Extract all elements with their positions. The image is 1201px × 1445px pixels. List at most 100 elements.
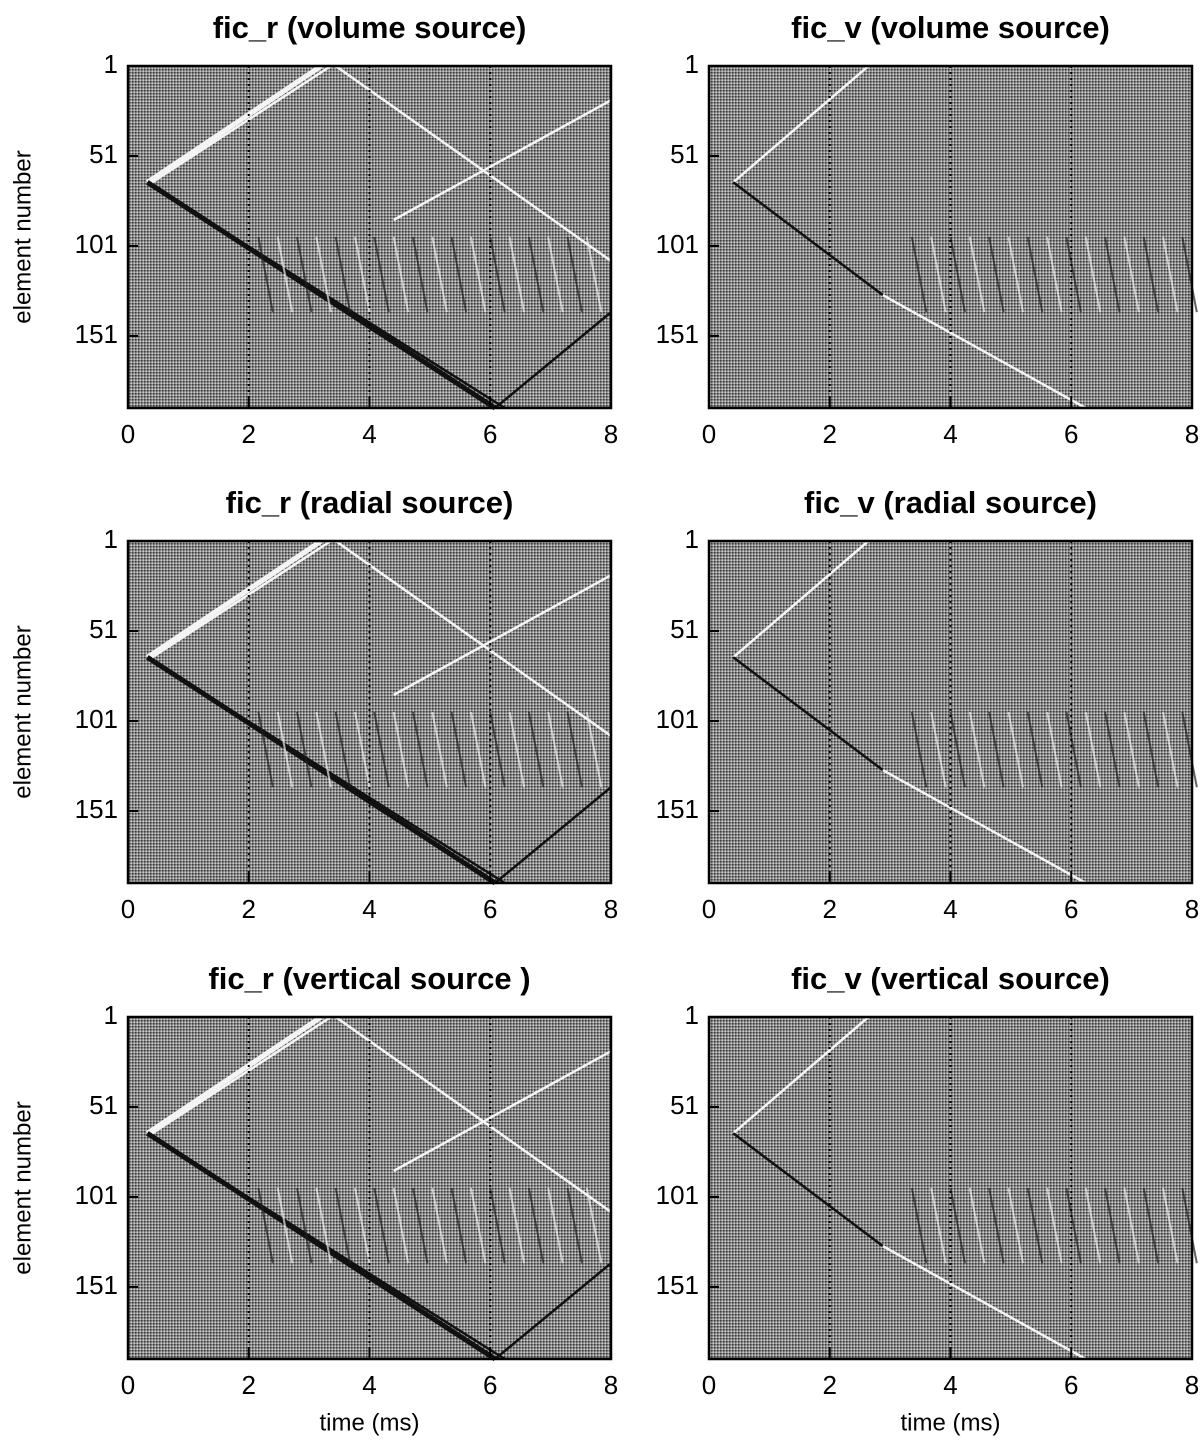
plot bbox=[709, 540, 1198, 885]
ripple bbox=[257, 236, 274, 313]
y-tick-label: 101 bbox=[656, 704, 699, 734]
x-tick-label: 4 bbox=[943, 419, 957, 449]
x-tick-label: 6 bbox=[1064, 1370, 1078, 1400]
x-tick-label: 4 bbox=[362, 894, 376, 924]
ripple bbox=[527, 236, 545, 313]
y-tick-label: 1 bbox=[104, 524, 118, 554]
x-tick-label: 0 bbox=[121, 419, 135, 449]
ripple bbox=[1026, 1187, 1044, 1264]
x-axis-label: time (ms) bbox=[320, 1409, 420, 1436]
ripple bbox=[392, 711, 410, 788]
y-tick-label: 151 bbox=[656, 319, 699, 349]
y-tick-label: 51 bbox=[670, 139, 699, 169]
ripple bbox=[910, 236, 928, 313]
ripple bbox=[1123, 236, 1140, 313]
y-axis-label: element number bbox=[9, 150, 36, 323]
y-tick-label: 1 bbox=[685, 524, 699, 554]
ripple bbox=[1123, 1187, 1140, 1264]
ripple bbox=[315, 236, 332, 313]
ripple bbox=[1142, 711, 1160, 788]
ripple bbox=[1065, 1187, 1082, 1264]
ripple bbox=[1065, 711, 1082, 788]
ripple bbox=[1104, 1187, 1121, 1264]
x-tick-label: 0 bbox=[702, 1370, 716, 1400]
ripple bbox=[949, 236, 966, 313]
plot-frame bbox=[126, 539, 613, 885]
wavefront bbox=[151, 539, 332, 659]
wavefront bbox=[882, 1245, 1087, 1361]
x-tick-label: 0 bbox=[121, 1370, 135, 1400]
x-tick-label: 8 bbox=[1185, 1370, 1199, 1400]
ripple bbox=[276, 236, 294, 313]
x-tick-label: 8 bbox=[1185, 419, 1199, 449]
ripple bbox=[373, 711, 390, 788]
x-tick-label: 2 bbox=[242, 1370, 256, 1400]
x-tick-label: 8 bbox=[1185, 894, 1199, 924]
ripple bbox=[431, 236, 448, 313]
ripple bbox=[508, 711, 526, 788]
x-tick-label: 2 bbox=[242, 894, 256, 924]
ripple bbox=[508, 236, 526, 313]
ripple bbox=[450, 236, 468, 313]
ripple bbox=[489, 1187, 506, 1264]
x-tick-label: 2 bbox=[823, 419, 837, 449]
y-tick-label: 101 bbox=[75, 229, 118, 259]
x-tick-label: 0 bbox=[702, 419, 716, 449]
y-tick-label: 151 bbox=[75, 794, 118, 824]
ripple bbox=[450, 711, 468, 788]
wavefront bbox=[494, 1262, 612, 1360]
ripple bbox=[1046, 711, 1063, 788]
wavefront bbox=[732, 540, 870, 659]
ripple bbox=[296, 711, 313, 788]
wavefront bbox=[151, 64, 332, 184]
x-tick-label: 8 bbox=[604, 894, 618, 924]
x-tick-label: 0 bbox=[702, 894, 716, 924]
ripple bbox=[1046, 236, 1063, 313]
ripple bbox=[1162, 236, 1179, 313]
wavefront bbox=[393, 574, 612, 696]
plot-frame bbox=[126, 1015, 613, 1361]
ripple bbox=[585, 1187, 603, 1264]
ripple bbox=[1046, 1187, 1063, 1264]
ripple bbox=[930, 236, 947, 313]
x-tick-label: 6 bbox=[1064, 894, 1078, 924]
ripple bbox=[1084, 711, 1102, 788]
chart-title: fic_r (vertical source ) bbox=[208, 961, 530, 996]
wavefront bbox=[334, 64, 612, 262]
image-area bbox=[128, 1017, 611, 1359]
ripple bbox=[354, 1187, 371, 1264]
plot-frame bbox=[126, 64, 613, 410]
ripple bbox=[1026, 711, 1044, 788]
wavefront bbox=[882, 294, 1087, 410]
ripple bbox=[334, 1187, 352, 1264]
ripple bbox=[469, 711, 487, 788]
wavefront bbox=[145, 63, 323, 185]
wavefront bbox=[145, 1014, 323, 1136]
ripple bbox=[910, 711, 928, 788]
ripple bbox=[411, 236, 429, 313]
ripple bbox=[547, 1187, 564, 1264]
x-tick-label: 4 bbox=[943, 894, 957, 924]
y-tick-label: 51 bbox=[89, 614, 118, 644]
ripple bbox=[354, 711, 371, 788]
y-tick-label: 151 bbox=[656, 1270, 699, 1300]
ripple bbox=[1142, 236, 1160, 313]
ripple bbox=[450, 1187, 468, 1264]
ripple bbox=[1007, 236, 1024, 313]
ripple bbox=[1123, 711, 1140, 788]
y-tick-label: 151 bbox=[75, 319, 118, 349]
ripple bbox=[489, 236, 506, 313]
y-tick-label: 1 bbox=[685, 49, 699, 79]
ripple bbox=[392, 1187, 410, 1264]
ripple bbox=[1084, 1187, 1102, 1264]
ripple bbox=[392, 236, 410, 313]
ripple bbox=[1181, 1187, 1198, 1264]
x-tick-label: 4 bbox=[362, 419, 376, 449]
ripple bbox=[585, 711, 603, 788]
ripple bbox=[910, 1187, 928, 1264]
y-tick-label: 151 bbox=[656, 794, 699, 824]
ripple bbox=[315, 711, 332, 788]
ripple bbox=[1026, 236, 1044, 313]
y-tick-label: 151 bbox=[75, 1270, 118, 1300]
x-tick-label: 0 bbox=[121, 894, 135, 924]
